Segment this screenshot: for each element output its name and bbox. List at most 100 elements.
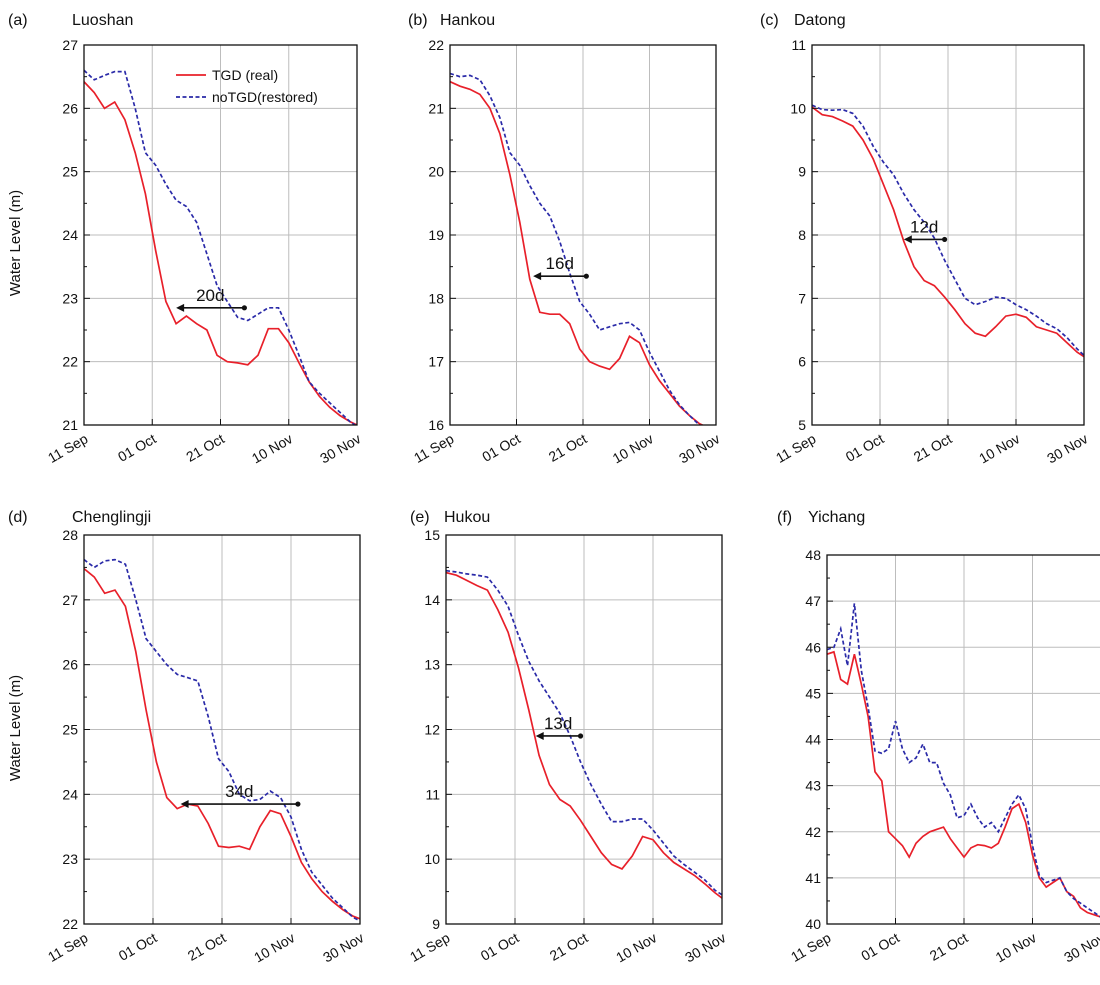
panel-f-ytick-label: 46 bbox=[805, 639, 821, 655]
panel-b-annotation-dot bbox=[583, 273, 589, 279]
panel-e-ytick-label: 10 bbox=[424, 851, 440, 867]
panel-f-xtick-label: 10 Nov bbox=[993, 929, 1039, 965]
panel-a-xtick-label: 21 Oct bbox=[183, 430, 227, 465]
panel-a-ytick-label: 22 bbox=[62, 354, 78, 370]
panel-a-ytick-label: 26 bbox=[62, 100, 78, 116]
panel-a-ytick-label: 24 bbox=[62, 227, 78, 243]
panel-c-ytick-label: 10 bbox=[790, 100, 806, 116]
panel-e-annotation-arrowhead bbox=[535, 731, 544, 740]
panel-e-annotation-dot bbox=[577, 733, 584, 739]
panel-d-xtick-label: 21 Oct bbox=[185, 929, 229, 964]
panel-d-ytick-label: 27 bbox=[62, 592, 78, 608]
panel-b-letter: (b) bbox=[408, 12, 428, 29]
panel-b-xtick-label: 21 Oct bbox=[546, 430, 590, 465]
panel-f-xtick-label: 30 Nov bbox=[1061, 929, 1100, 965]
panel-c-header: (c) Datong bbox=[760, 12, 846, 29]
panel-a-series-notgd-restored-line bbox=[84, 69, 357, 425]
panel-d-ytick-label: 24 bbox=[62, 786, 78, 802]
panel-e-series-notgd-restored-line bbox=[446, 569, 722, 896]
panel-d-plot: 22 23 24 25 26 27 28 11 Sep 01 Oct 21 Oct 10 Nov 30… bbox=[45, 527, 367, 965]
panel-e-ytick-label: 14 bbox=[424, 592, 440, 608]
panel-c-ytick-label: 5 bbox=[798, 417, 806, 433]
panel-d-xtick-label: 30 Nov bbox=[320, 929, 366, 965]
panel-f-series-tgd-real-line bbox=[827, 650, 1100, 918]
panel-a-letter: (a) bbox=[8, 12, 28, 29]
panel-e-ytick-label: 9 bbox=[432, 916, 440, 932]
panel-b-ytick-label: 17 bbox=[428, 354, 444, 370]
panel-d-ytick-label: 28 bbox=[62, 527, 78, 543]
panel-b-ytick-label: 19 bbox=[428, 227, 444, 243]
panel-c-plot: 5 6 7 8 9 10 11 11 Sep 01 Oct 21 Oct 10 Nov 30 Nov 1… bbox=[773, 37, 1091, 466]
panel-c-xtick-label: 30 Nov bbox=[1044, 430, 1090, 466]
panel-b-xtick-label: 30 Nov bbox=[676, 430, 722, 466]
panel-b-header: (b) Hankou bbox=[408, 12, 495, 29]
panel-c-ytick-label: 7 bbox=[798, 290, 806, 306]
panel-a-xtick-label: 30 Nov bbox=[317, 430, 363, 466]
panel-f-ytick-label: 40 bbox=[805, 916, 821, 932]
panel-a-series-tgd-real-line bbox=[84, 81, 357, 425]
y-axis-label-top: Water Level (m) bbox=[7, 190, 24, 296]
panel-d-annotation-label: 34d bbox=[225, 782, 253, 801]
panel-a-annotation-dot bbox=[241, 305, 247, 311]
panel-e-ytick-label: 15 bbox=[424, 527, 440, 543]
panel-b-title: Hankou bbox=[440, 12, 495, 29]
panel-c-xtick-label: 11 Sep bbox=[773, 430, 819, 466]
panel-f-title: Yichang bbox=[808, 509, 865, 526]
panel-a-ytick-label: 23 bbox=[62, 290, 78, 306]
panel-a-legend-label-tgd-real: TGD (real) bbox=[212, 67, 278, 83]
panel-d-ytick-label: 25 bbox=[62, 722, 78, 738]
panel-b-ytick-label: 20 bbox=[428, 164, 444, 180]
panel-e-header: (e) Hukou bbox=[410, 509, 490, 526]
panel-f-ytick-label: 48 bbox=[805, 547, 821, 563]
panel-c-xtick-label: 01 Oct bbox=[843, 430, 887, 465]
panel-a-annotation-arrowhead bbox=[176, 303, 185, 312]
panel-f-xtick-label: 21 Oct bbox=[927, 929, 971, 964]
panel-e-ytick-label: 13 bbox=[424, 657, 440, 673]
panel-c-annotation-dot bbox=[942, 236, 948, 243]
panel-d-annotation-arrowhead bbox=[180, 800, 189, 809]
panel-d-xtick-label: 10 Nov bbox=[251, 929, 297, 965]
y-axis-label-bottom: Water Level (m) bbox=[7, 675, 24, 781]
panel-f-xtick-label: 11 Sep bbox=[788, 929, 834, 965]
panel-e-xtick-label: 21 Oct bbox=[547, 929, 591, 964]
panel-d-header: (d) Chenglingji bbox=[8, 509, 151, 526]
panel-a-ytick-label: 21 bbox=[62, 417, 78, 433]
panel-f-ytick-label: 44 bbox=[805, 732, 821, 748]
panel-d-series-notgd-restored-line bbox=[84, 558, 360, 922]
panel-f-ytick-label: 45 bbox=[805, 685, 821, 701]
panel-f-ytick-label: 43 bbox=[805, 778, 821, 794]
panel-d-xtick-label: 11 Sep bbox=[45, 929, 91, 965]
panel-b-ytick-label: 18 bbox=[428, 290, 444, 306]
panel-a-xtick-label: 11 Sep bbox=[45, 430, 91, 466]
panel-d-title: Chenglingji bbox=[72, 509, 151, 526]
panel-a-xtick-label: 01 Oct bbox=[115, 430, 159, 465]
panel-e-title: Hukou bbox=[444, 509, 490, 526]
panel-c-ytick-label: 9 bbox=[798, 164, 806, 180]
panel-e-xtick-label: 10 Nov bbox=[613, 929, 659, 965]
panel-c-series-tgd-real-line bbox=[812, 106, 1084, 358]
panel-d-ytick-label: 22 bbox=[62, 916, 78, 932]
panel-a-header: (a) Luoshan bbox=[8, 12, 133, 29]
panel-b-series-tgd-real-line bbox=[450, 80, 705, 425]
panel-e-xtick-label: 11 Sep bbox=[407, 929, 453, 965]
panel-a-legend-label-notgd-restored: noTGD(restored) bbox=[212, 89, 318, 105]
panel-b-annotation-label: 16d bbox=[546, 254, 574, 273]
panel-f-xtick-label: 01 Oct bbox=[858, 929, 902, 964]
panel-d-ytick-label: 26 bbox=[62, 657, 78, 673]
panel-f-ytick-label: 42 bbox=[805, 824, 821, 840]
panel-b-ytick-label: 21 bbox=[428, 100, 444, 116]
panel-c-xtick-label: 10 Nov bbox=[976, 430, 1022, 466]
panel-b-plot: 16 17 18 19 20 21 22 11 Sep 01 Oct 21 Oct 10 Nov 30… bbox=[411, 37, 723, 466]
panel-f-ytick-label: 41 bbox=[805, 870, 821, 886]
panel-d-letter: (d) bbox=[8, 509, 28, 526]
panel-b-ytick-label: 22 bbox=[428, 37, 444, 53]
panel-c-letter: (c) bbox=[760, 12, 779, 29]
panel-e-ytick-label: 12 bbox=[424, 722, 440, 738]
panel-c-title: Datong bbox=[794, 12, 846, 29]
panel-f-header: (f) Yichang bbox=[777, 509, 865, 526]
panel-c-annotation-label: 12d bbox=[910, 217, 938, 236]
panel-d-series-tgd-real-line bbox=[84, 568, 360, 920]
panel-b-xtick-label: 11 Sep bbox=[411, 430, 457, 466]
panel-e-plot: 9 10 11 12 13 14 15 11 Sep 01 Oct 21 Oct 10 Nov 30 … bbox=[407, 527, 729, 965]
